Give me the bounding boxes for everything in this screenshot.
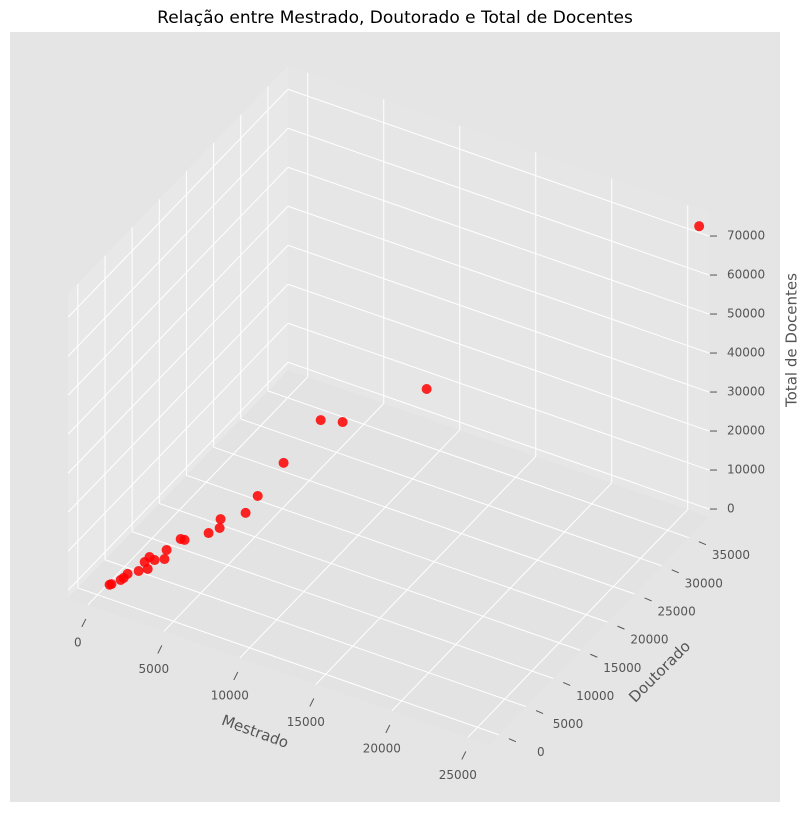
grid-line (67, 322, 289, 552)
data-point (214, 522, 225, 533)
tick-mark (461, 751, 467, 760)
grid-line (287, 127, 710, 276)
data-point (215, 514, 226, 525)
chart-title: Relação entre Mestrado, Doutorado e Tota… (157, 8, 633, 28)
y-tick-label: 15000 (603, 661, 641, 675)
data-point (115, 575, 126, 586)
y-tick-label: 0 (537, 745, 545, 759)
grid-line (287, 361, 710, 510)
data-point (159, 554, 170, 565)
tick-mark (617, 625, 625, 630)
grid-line (287, 88, 710, 237)
y-tick-label: 30000 (685, 576, 723, 590)
grid-line (287, 283, 710, 432)
grid-line (287, 205, 710, 354)
tick-mark (644, 597, 652, 602)
tick-mark (233, 671, 239, 681)
floor-pane (68, 370, 710, 745)
grid-line (159, 502, 581, 651)
y-tick-label: 10000 (576, 689, 614, 703)
z-tick-label: 70000 (727, 229, 765, 243)
grid-line (67, 127, 289, 357)
data-point (278, 457, 289, 468)
data-point (694, 221, 705, 232)
tick-mark (81, 618, 87, 628)
tick-mark (535, 710, 544, 715)
tick-mark (385, 724, 391, 734)
grid-line (131, 531, 554, 679)
tick-mark (671, 569, 679, 574)
data-point (203, 528, 214, 539)
x-tick-label: 25000 (439, 768, 477, 782)
z-tick-label: 60000 (727, 268, 765, 282)
data-point (252, 490, 263, 501)
x-tick-label: 15000 (287, 715, 325, 729)
grid-line (104, 559, 527, 708)
tick-mark (309, 698, 315, 707)
grid-line (67, 244, 289, 474)
grid-line (67, 205, 289, 435)
grid-line (67, 166, 289, 396)
z-tick-label: 10000 (727, 463, 765, 477)
grid-line (267, 390, 690, 539)
z-tick-label: 0 (727, 502, 735, 516)
data-point (139, 557, 150, 568)
y-tick-label: 20000 (630, 633, 668, 647)
z-tick-label: 20000 (727, 424, 765, 438)
grid-line (67, 283, 289, 513)
x-tick-label: 5000 (139, 662, 170, 676)
grid-line (213, 446, 635, 595)
panes (67, 65, 718, 760)
x-tick-label: 10000 (211, 688, 249, 702)
data-point (337, 417, 348, 428)
tick-mark (157, 645, 163, 654)
back-pane (287, 65, 710, 517)
x-tick-label: 0 (74, 635, 82, 649)
left-pane (68, 65, 288, 599)
z-axis-label: Total de Docentes (783, 273, 801, 408)
grid-line (77, 587, 500, 736)
tick-mark (562, 681, 571, 686)
data-point (240, 507, 251, 518)
z-tick-label: 40000 (727, 346, 765, 360)
data-point (104, 579, 115, 590)
grid-line (287, 166, 710, 315)
grid-line (287, 244, 710, 393)
tick-mark (590, 653, 598, 658)
grid-line (240, 418, 662, 567)
y-tick-label: 5000 (553, 717, 584, 731)
tick-mark (508, 738, 517, 743)
data-point (175, 533, 186, 544)
data-point (421, 383, 432, 394)
grid-line (67, 88, 289, 318)
z-tick-label: 30000 (727, 385, 765, 399)
z-tick-label: 50000 (727, 307, 765, 321)
grid-line (67, 361, 289, 591)
y-tick-label: 25000 (658, 604, 696, 618)
x-tick-label: 20000 (363, 741, 401, 755)
y-tick-label: 35000 (712, 548, 750, 562)
data-point (161, 544, 172, 555)
data-point (133, 565, 144, 576)
data-point (315, 415, 326, 426)
tick-mark (698, 541, 707, 546)
grid-line (287, 322, 710, 471)
